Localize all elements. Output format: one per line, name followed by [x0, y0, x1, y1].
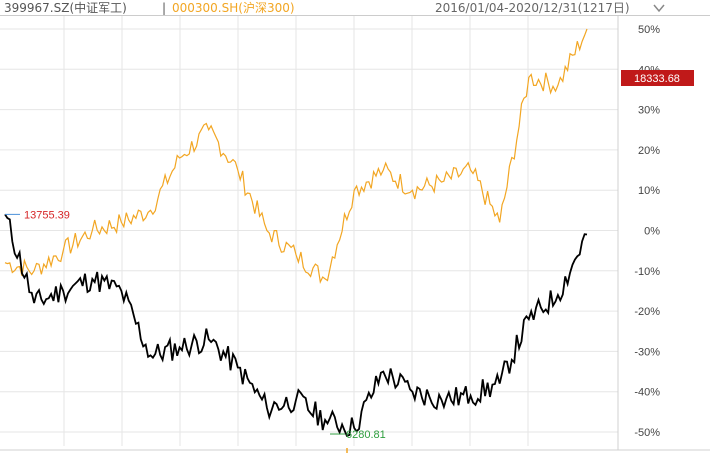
y-tick-label: 0% — [644, 226, 660, 238]
max-value-label: 13755.39 — [24, 209, 70, 221]
series-a-legend[interactable]: 399967.SZ(中证军工) — [4, 1, 127, 15]
y-tick-label: -50% — [634, 427, 660, 439]
min-value-label: 6280.81 — [346, 429, 386, 441]
chevron-down-icon[interactable] — [650, 0, 668, 14]
y-tick-label: -40% — [634, 387, 660, 399]
y-tick-label: 10% — [638, 185, 660, 197]
header-divider — [0, 15, 710, 16]
current-value-badge — [621, 70, 694, 86]
date-range-label[interactable]: 2016/01/04-2020/12/31(1217日) — [435, 1, 630, 15]
y-tick-label: 50% — [638, 24, 660, 36]
y-tick-label: 30% — [638, 105, 660, 117]
series-line-military — [4, 213, 588, 438]
legend-separator: | — [162, 1, 167, 15]
y-tick-label: 20% — [638, 145, 660, 157]
y-tick-label: -30% — [634, 346, 660, 358]
y-tick-label: -20% — [634, 306, 660, 318]
series-line-csi300 — [4, 28, 588, 285]
series-b-legend[interactable]: 000300.SH(沪深300) — [172, 1, 295, 15]
current-value-label: 18333.68 — [634, 73, 680, 85]
y-tick-label: -10% — [634, 266, 660, 278]
